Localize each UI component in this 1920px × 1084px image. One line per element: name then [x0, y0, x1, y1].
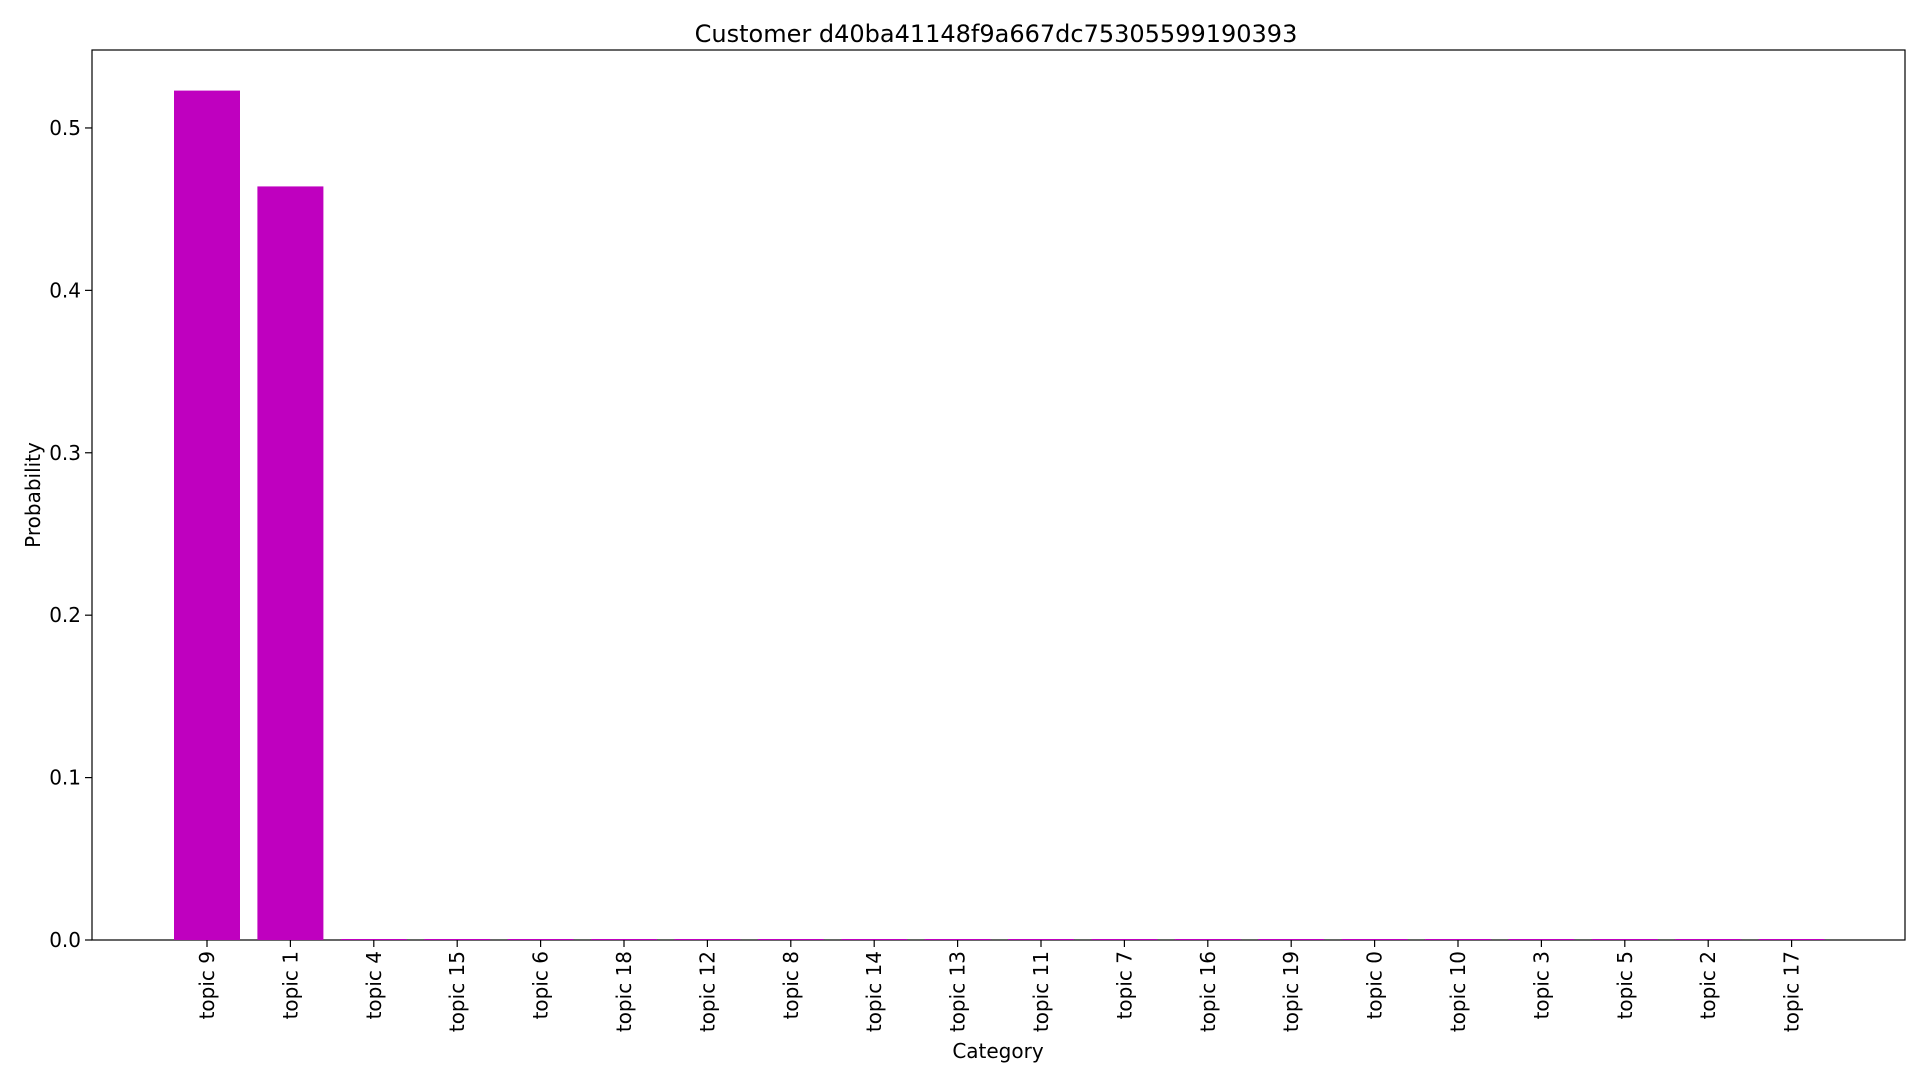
bar-topic-10: [1425, 939, 1491, 940]
x-tick-label: topic 19: [1279, 951, 1303, 1032]
x-tick-label: topic 9: [195, 951, 219, 1019]
bar-topic-2: [1675, 939, 1742, 940]
bar-topic-12: [674, 939, 741, 940]
x-tick-label: topic 8: [779, 951, 803, 1019]
x-tick-label: topic 0: [1363, 951, 1387, 1019]
y-tick-label: 0.1: [49, 766, 81, 790]
plot-frame: [91, 49, 1906, 941]
x-tick-label: topic 15: [445, 951, 469, 1032]
bar-topic-0: [1341, 939, 1408, 940]
x-tick-label: topic 14: [862, 951, 886, 1032]
x-tick-label: topic 17: [1780, 951, 1804, 1032]
y-axis-label: Probability: [21, 442, 45, 548]
x-tick-label: topic 13: [946, 951, 970, 1032]
x-tick-label: topic 10: [1446, 951, 1470, 1032]
bar-topic-17: [1758, 939, 1825, 940]
x-tick-label: topic 4: [362, 951, 386, 1019]
bar-topic-3: [1508, 939, 1575, 940]
y-tick-label: 0.3: [49, 441, 81, 465]
x-tick-label: topic 7: [1112, 951, 1136, 1019]
bar-topic-16: [1174, 939, 1241, 940]
chart-title: Customer d40ba41148f9a667dc7530559919039…: [695, 20, 1298, 48]
bar-topic-18: [591, 939, 657, 940]
bar-topic-13: [924, 939, 991, 940]
y-tick-label: 0.2: [49, 603, 81, 627]
bar-topic-19: [1258, 939, 1325, 940]
x-tick-label: topic 2: [1696, 951, 1720, 1019]
bar-topic-4: [340, 939, 407, 940]
x-tick-label: topic 16: [1196, 951, 1220, 1032]
bar-topic-14: [841, 939, 908, 940]
bar-topic-5: [1591, 939, 1658, 940]
bar-topic-1: [257, 186, 324, 941]
y-tick-label: 0.4: [49, 278, 81, 302]
x-axis-label: Category: [952, 1039, 1044, 1063]
bar-topic-7: [1091, 939, 1158, 940]
y-tick-label: 0.5: [49, 116, 81, 140]
x-tick-label: topic 11: [1029, 951, 1053, 1032]
x-tick-label: topic 18: [612, 951, 636, 1032]
bar-topic-9: [174, 90, 240, 941]
bar-topic-11: [1008, 939, 1074, 940]
x-tick-label: topic 1: [278, 951, 302, 1019]
x-tick-label: topic 3: [1529, 951, 1553, 1019]
bars-layer: [174, 90, 1825, 941]
x-tick-label: topic 5: [1613, 951, 1637, 1019]
y-tick-label: 0.0: [49, 928, 81, 952]
x-tick-label: topic 12: [695, 951, 719, 1032]
x-axis: topic 9 topic 1 topic 4 topic 15 topic 6 topi…: [195, 940, 1804, 1032]
y-axis: 0.0 0.1 0.2 0.3 0.4 0.5: [49, 116, 92, 952]
x-tick-label: topic 6: [529, 951, 553, 1019]
bar-topic-8: [757, 939, 824, 940]
bar-topic-15: [424, 939, 491, 940]
bar-topic-6: [507, 939, 574, 940]
